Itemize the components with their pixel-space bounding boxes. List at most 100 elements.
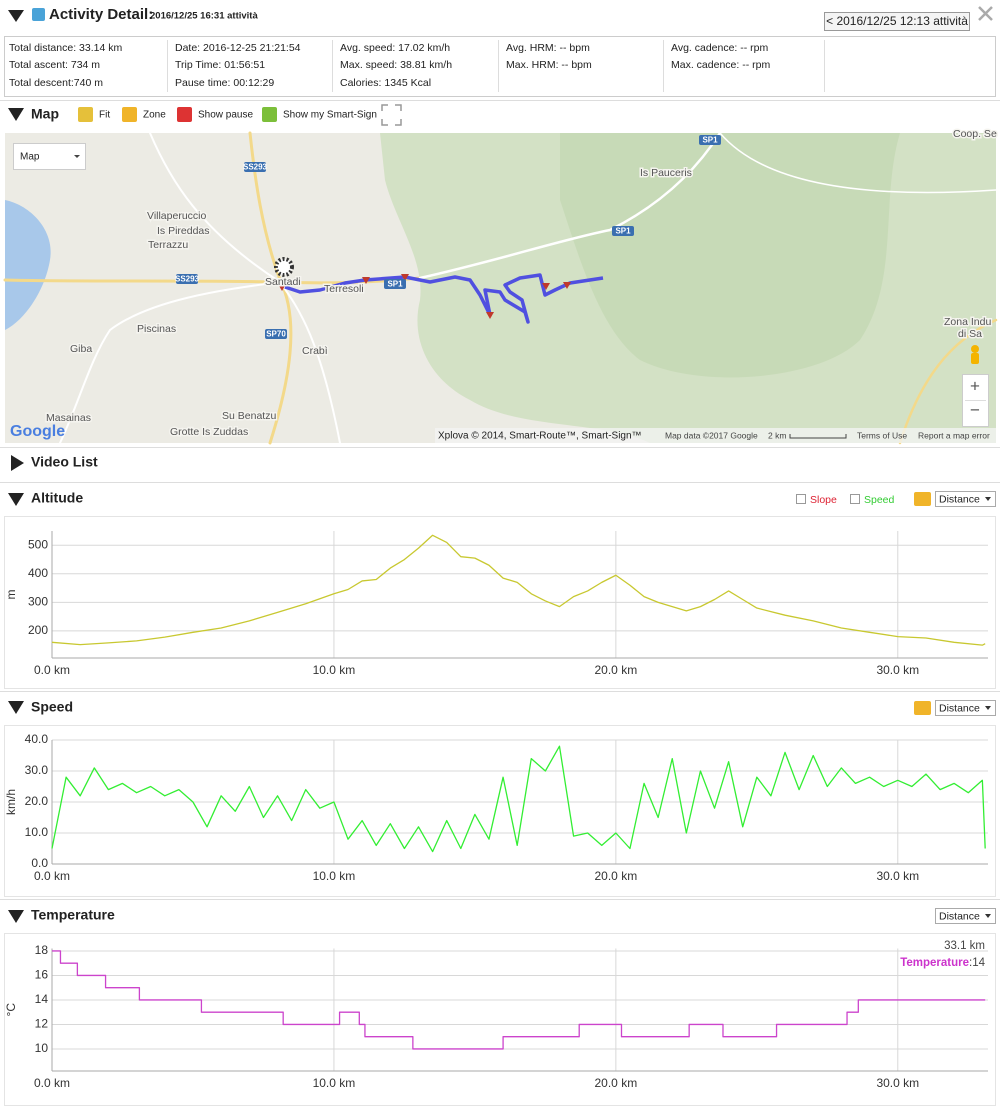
checkbox[interactable]	[796, 494, 806, 504]
scale-bar	[789, 434, 847, 439]
export-icon[interactable]	[914, 701, 931, 715]
pegman[interactable]	[971, 353, 979, 364]
road-shield	[176, 274, 198, 284]
x-tick-label: 20.0 km	[595, 1076, 638, 1090]
tool-label[interactable]: Show my Smart-Sign	[283, 110, 377, 121]
section-title: Video List	[31, 454, 98, 470]
x-tick-label: 0.0 km	[34, 869, 70, 883]
road-label: SS293	[243, 163, 268, 172]
collapse-icon[interactable]	[8, 493, 24, 506]
place-label: Villaperuccio	[147, 210, 206, 222]
chart-panel	[4, 933, 996, 1106]
subtitle: 2016/12/25 16:31 attività	[150, 11, 258, 22]
y-tick-label: 30.0	[25, 763, 49, 777]
place-label: Santadi	[265, 276, 301, 288]
stat: Avg. cadence: -- rpm	[671, 42, 769, 54]
y-tick-label: 300	[28, 595, 48, 609]
y-tick-label: 400	[28, 566, 48, 580]
distance-select[interactable]: Distance	[914, 700, 996, 716]
fullscreen-button[interactable]	[381, 104, 402, 126]
road-label: SP70	[266, 330, 286, 339]
x-tick-label: 0.0 km	[34, 1076, 70, 1090]
data-line	[51, 534, 986, 646]
export-icon[interactable]	[914, 492, 931, 506]
title: Activity Detail:	[49, 6, 153, 23]
map[interactable]: Villaperuccio Is Pireddas Terrazzu Piscinas…	[3, 126, 999, 445]
road-shield	[265, 329, 287, 339]
x-tick-label: 10.0 km	[313, 869, 356, 883]
map-tools: Fit Zone Show pause Show my Smart-Sign	[78, 107, 377, 122]
tool-label[interactable]: Fit	[99, 110, 110, 121]
separator	[0, 482, 1000, 483]
report-link[interactable]: Report a map error	[918, 430, 990, 440]
select-box[interactable]	[935, 700, 996, 716]
collapse-icon[interactable]	[8, 910, 24, 923]
place-label: Grotte Is Zuddas	[170, 426, 248, 438]
close-button[interactable]	[978, 6, 993, 21]
place-label: Giba	[70, 343, 92, 355]
collapse-icon[interactable]	[8, 10, 24, 22]
data-line	[52, 950, 986, 1050]
place-label: Crabì	[302, 345, 328, 357]
stats-box	[4, 36, 996, 97]
y-tick-label: 200	[28, 623, 48, 637]
collapse-icon[interactable]	[8, 108, 24, 121]
map-type-select[interactable]	[13, 143, 86, 170]
road-shield	[384, 279, 406, 289]
tool-icon[interactable]	[177, 107, 192, 122]
tooltip-series: Temperature	[900, 957, 969, 969]
stat: Total ascent: 734 m	[9, 59, 100, 71]
y-tick-label: 14	[35, 992, 49, 1006]
distance-select[interactable]: Distance	[914, 491, 996, 507]
tooltip-x: 33.1 km	[944, 940, 985, 952]
map-labels: Villaperuccio Is Pireddas Terrazzu Piscinas…	[45, 126, 999, 439]
map-data: Map data ©2017 Google	[665, 430, 758, 440]
select-label: Distance	[939, 493, 980, 505]
tool-icon[interactable]	[122, 107, 137, 122]
chart-panel	[4, 725, 996, 897]
option-label: Speed	[864, 494, 895, 506]
water	[5, 200, 51, 330]
prev-button-label: < 2016/12/25 12:13 attività	[826, 14, 968, 28]
zoom-out[interactable]: −	[970, 400, 980, 419]
y-tick-label: 0.0	[31, 856, 48, 870]
pegman[interactable]	[971, 345, 979, 353]
collapse-icon[interactable]	[8, 701, 24, 714]
tool-icon[interactable]	[78, 107, 93, 122]
x-tick-label: 30.0 km	[876, 663, 919, 677]
google-logo: Google	[10, 423, 65, 440]
start-flag	[274, 257, 294, 277]
tooltip-number: :14	[969, 957, 986, 969]
expand-icon[interactable]	[11, 455, 24, 471]
zoom-in[interactable]: +	[970, 376, 980, 395]
charts: 200 300 400 500 0.0 km 10.0 km 20.0 km 30.0 km m…	[4, 516, 996, 1106]
distance-select[interactable]: Distance	[935, 908, 996, 924]
road-label: SP1	[702, 136, 718, 145]
prev-button[interactable]	[824, 12, 970, 31]
terrain	[560, 133, 900, 378]
activity-icon	[32, 8, 45, 21]
dropdown-arrow	[985, 497, 991, 501]
place-label: di Sa	[958, 328, 982, 340]
pause-markers	[278, 274, 571, 319]
stat: Max. HRM: -- bpm	[506, 59, 592, 71]
place-label: Is Pireddas	[157, 225, 210, 237]
select-box[interactable]	[935, 491, 996, 507]
road-label: SS293	[175, 275, 200, 284]
chart-panel	[4, 516, 996, 689]
checkbox[interactable]	[850, 494, 860, 504]
terms-link[interactable]: Terms of Use	[857, 430, 907, 440]
stat: Max. cadence: -- rpm	[671, 59, 770, 71]
tool-label[interactable]: Show pause	[198, 110, 253, 121]
stat: Avg. speed: 17.02 km/h	[340, 42, 450, 54]
select-label: Distance	[939, 702, 980, 714]
section-title: Speed	[31, 699, 73, 715]
separator	[0, 899, 1000, 900]
select-box[interactable]	[935, 908, 996, 924]
stat: Total distance: 33.14 km	[9, 42, 122, 54]
stat: Max. speed: 38.81 km/h	[340, 59, 452, 71]
tool-icon[interactable]	[262, 107, 277, 122]
tool-label[interactable]: Zone	[143, 110, 166, 121]
roads	[3, 131, 998, 445]
